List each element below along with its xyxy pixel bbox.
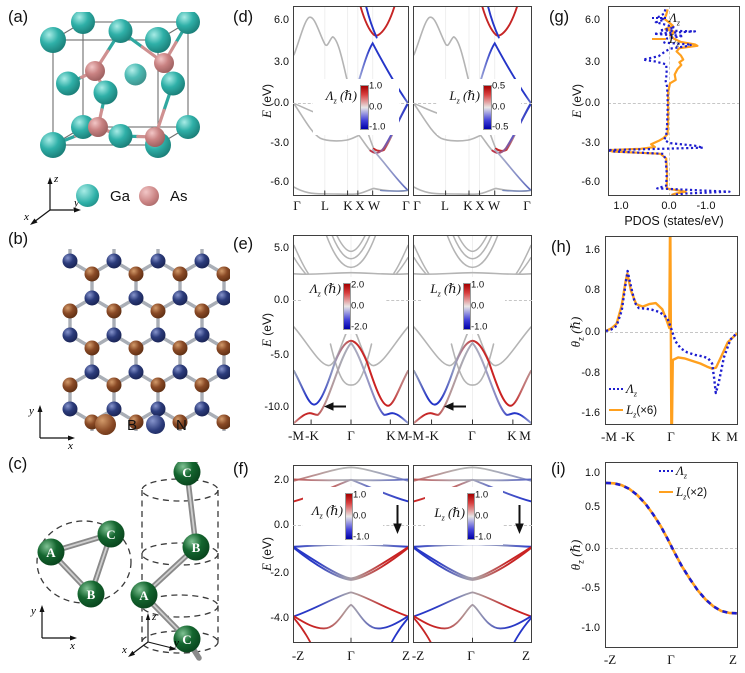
colorbar-title-e-right: Lz (ℏ): [430, 281, 461, 299]
boron-legend-label: B: [127, 417, 138, 434]
pdos-plot: [608, 6, 740, 196]
panel-c-label: (c): [8, 455, 28, 473]
colorbar-f-right: [467, 493, 475, 540]
as-legend-label: As: [170, 188, 188, 205]
site-atoms: [37, 462, 210, 653]
a-axis-x: x: [23, 211, 29, 223]
panel-i-label: (i): [551, 460, 566, 478]
panel-d-label: (d): [233, 8, 254, 26]
h-y-axis-label: θz (ℏ): [568, 316, 586, 348]
i-lambda-curve: [606, 481, 737, 615]
nitrogen-legend-swatch: [146, 415, 165, 434]
site-label-B2: B: [192, 540, 201, 555]
down-arrow-icon: [515, 505, 524, 534]
band-plot-d-right: [413, 6, 532, 196]
panel-e-label: (e): [233, 235, 254, 253]
colorbar-title-f-left: Λz (ℏ): [311, 503, 343, 521]
solid-line-icon: [609, 409, 623, 412]
g-fermi-line: [608, 102, 740, 104]
colorbar-f-left: [345, 493, 353, 540]
site-label-B: B: [87, 587, 96, 602]
site-label-C: C: [106, 527, 115, 542]
colorbar-e-left: [343, 283, 351, 330]
panel-h-label: (h): [551, 238, 572, 256]
a-axis-z: z: [53, 173, 59, 185]
f-y-axis-label: E (eV): [259, 537, 274, 571]
band-plot-e-left: [293, 235, 409, 425]
c-axis3-y: y: [173, 637, 179, 649]
theta-plot-h: [605, 236, 738, 425]
e-y-axis-label: E (eV): [259, 313, 274, 347]
as-atoms: [85, 53, 174, 147]
g-x-axis-label: PDOS (states/eV): [624, 214, 724, 228]
as-legend-swatch: [139, 186, 159, 206]
b-axis-y: y: [28, 405, 34, 417]
hbn-lattice: [62, 249, 230, 431]
i-legend: Λz Lz(×2): [659, 463, 707, 506]
colorbar-e-right: [463, 283, 471, 330]
c-axis-y: y: [30, 605, 36, 617]
dotted-line-icon: [659, 470, 673, 472]
c-axes-right: z x y: [122, 611, 179, 657]
theta-plot-i: [605, 462, 738, 648]
panel-f-label: (f): [233, 460, 249, 478]
panel-a-label: (a): [8, 8, 29, 26]
solid-line-icon: [652, 38, 666, 41]
colorbar-title-d-left: Λz (ℏ): [325, 88, 357, 106]
site-label-A: A: [46, 545, 56, 560]
h-legend: Λz Lz(×6): [609, 381, 657, 424]
crystal-structure-gaas: [40, 12, 200, 158]
c-axis-x: x: [69, 640, 75, 650]
solid-line-icon: [659, 491, 673, 494]
a-axes: z x y: [23, 173, 81, 225]
dotted-line-icon: [652, 17, 666, 19]
b-axes: y x: [28, 405, 75, 450]
g-legend: Λz Lz: [652, 10, 680, 53]
h-lz-curve: [606, 237, 737, 424]
c-axes-left: y x: [30, 605, 77, 650]
left-arrow-icon: [444, 402, 466, 411]
colorbar-d-left: [360, 85, 369, 130]
c-axis3-z: z: [151, 611, 157, 623]
panel-b-label: (b): [8, 230, 29, 248]
b-axis-x: x: [67, 440, 73, 450]
colorbar-title-f-right: Lz (ℏ): [434, 505, 465, 523]
ga-legend-label: Ga: [110, 188, 131, 205]
ga-atoms: [40, 12, 200, 158]
left-arrow-icon: [324, 402, 346, 411]
band-plot-e-right: [413, 235, 532, 425]
band-plot-f-right: [413, 465, 532, 643]
boron-legend-swatch: [95, 414, 116, 435]
abc-trimer-helix: A C B C B A C: [36, 462, 219, 661]
i-y-axis-label: θz (ℏ): [568, 539, 586, 571]
site-label-A2: A: [139, 588, 149, 603]
dotted-line-icon: [609, 388, 623, 390]
nitrogen-legend-label: N: [176, 417, 187, 434]
g-y-axis-label: E (eV): [569, 84, 584, 118]
site-label-C2: C: [182, 465, 191, 480]
panel-g-label: (g): [549, 8, 570, 26]
colorbar-title-d-right: Lz (ℏ): [449, 88, 480, 106]
colorbar-d-right: [483, 85, 492, 130]
colorbar-title-e-left: Λz (ℏ): [309, 281, 341, 299]
down-arrow-icon: [393, 505, 402, 534]
c-axis3-x: x: [122, 644, 127, 656]
ga-legend-swatch: [76, 184, 99, 207]
d-y-axis-label: E (eV): [259, 84, 274, 118]
h-lambda-curve: [606, 269, 737, 395]
a-axis-y: y: [73, 197, 79, 209]
band-plot-f-left: [293, 465, 409, 643]
g-lz-curve: [609, 9, 699, 195]
site-label-C3: C: [182, 632, 191, 647]
